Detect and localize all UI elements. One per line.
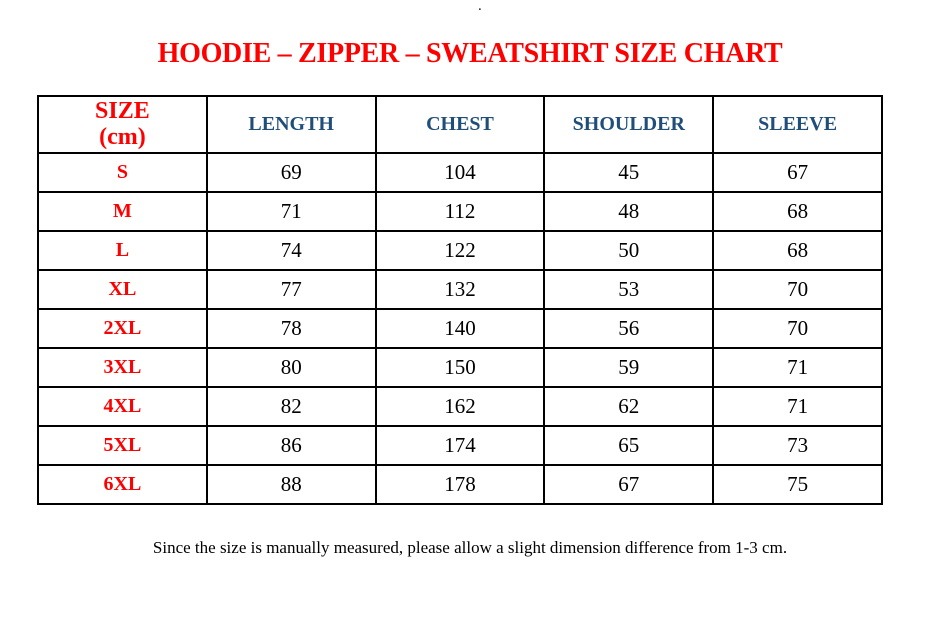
chest-cell: 132 xyxy=(374,269,546,310)
size-cell: M xyxy=(37,191,208,232)
shoulder-cell: 67 xyxy=(543,464,715,505)
header-cell-size: SIZE (cm) xyxy=(37,95,208,154)
length-cell: 86 xyxy=(205,425,377,466)
sleeve-cell: 75 xyxy=(712,464,883,505)
length-cell: 74 xyxy=(205,230,377,271)
table-row-l: L 74 122 50 68 xyxy=(37,230,883,271)
size-cell: 6XL xyxy=(37,464,208,505)
length-cell: 80 xyxy=(205,347,377,388)
page-title: HOODIE – ZIPPER – SWEATSHIRT SIZE CHART xyxy=(157,38,783,69)
chest-cell: 150 xyxy=(374,347,546,388)
header-row: SIZE (cm) LENGTH CHEST SHOULDER SLEEVE xyxy=(37,95,883,154)
length-cell: 82 xyxy=(205,386,377,427)
chest-cell: 162 xyxy=(374,386,546,427)
size-cell: 3XL xyxy=(37,347,208,388)
sleeve-cell: 73 xyxy=(712,425,883,466)
shoulder-cell: 48 xyxy=(543,191,715,232)
shoulder-cell: 65 xyxy=(543,425,715,466)
sleeve-cell: 70 xyxy=(712,269,883,310)
table-row-2xl: 2XL 78 140 56 70 xyxy=(37,308,883,349)
chest-cell: 112 xyxy=(374,191,546,232)
length-cell: 78 xyxy=(205,308,377,349)
shoulder-cell: 62 xyxy=(543,386,715,427)
size-chart-table: SIZE (cm) LENGTH CHEST SHOULDER SLEEVE S… xyxy=(37,95,883,505)
length-cell: 71 xyxy=(205,191,377,232)
sleeve-cell: 71 xyxy=(712,386,883,427)
size-cell: 5XL xyxy=(37,425,208,466)
header-cell-chest: CHEST xyxy=(374,95,546,154)
sleeve-cell: 68 xyxy=(712,230,883,271)
table-row-4xl: 4XL 82 162 62 71 xyxy=(37,386,883,427)
size-cell: 4XL xyxy=(37,386,208,427)
sleeve-cell: 67 xyxy=(712,152,883,193)
chest-cell: 122 xyxy=(374,230,546,271)
chest-cell: 140 xyxy=(374,308,546,349)
sleeve-cell: 71 xyxy=(712,347,883,388)
chest-cell: 178 xyxy=(374,464,546,505)
size-cell: 2XL xyxy=(37,308,208,349)
table-row-s: S 69 104 45 67 xyxy=(37,152,883,193)
size-cell: S xyxy=(37,152,208,193)
stray-dot: . xyxy=(478,0,482,14)
header-cell-length: LENGTH xyxy=(205,95,377,154)
footnote: Since the size is manually measured, ple… xyxy=(152,538,788,557)
table-row-6xl: 6XL 88 178 67 75 xyxy=(37,464,883,505)
size-header-line2: (cm) xyxy=(99,123,146,150)
length-cell: 77 xyxy=(205,269,377,310)
table-row-xl: XL 77 132 53 70 xyxy=(37,269,883,310)
header-cell-shoulder: SHOULDER xyxy=(543,95,715,154)
shoulder-cell: 50 xyxy=(543,230,715,271)
chest-cell: 174 xyxy=(374,425,546,466)
table-row-m: M 71 112 48 68 xyxy=(37,191,883,232)
chest-cell: 104 xyxy=(374,152,546,193)
size-cell: XL xyxy=(37,269,208,310)
shoulder-cell: 59 xyxy=(543,347,715,388)
shoulder-cell: 45 xyxy=(543,152,715,193)
length-cell: 69 xyxy=(205,152,377,193)
shoulder-cell: 56 xyxy=(543,308,715,349)
sleeve-cell: 70 xyxy=(712,308,883,349)
table-row-5xl: 5XL 86 174 65 73 xyxy=(37,425,883,466)
size-cell: L xyxy=(37,230,208,271)
table-row-3xl: 3XL 80 150 59 71 xyxy=(37,347,883,388)
sleeve-cell: 68 xyxy=(712,191,883,232)
length-cell: 88 xyxy=(205,464,377,505)
shoulder-cell: 53 xyxy=(543,269,715,310)
size-header-line1: SIZE xyxy=(95,97,150,124)
header-cell-sleeve: SLEEVE xyxy=(712,95,883,154)
